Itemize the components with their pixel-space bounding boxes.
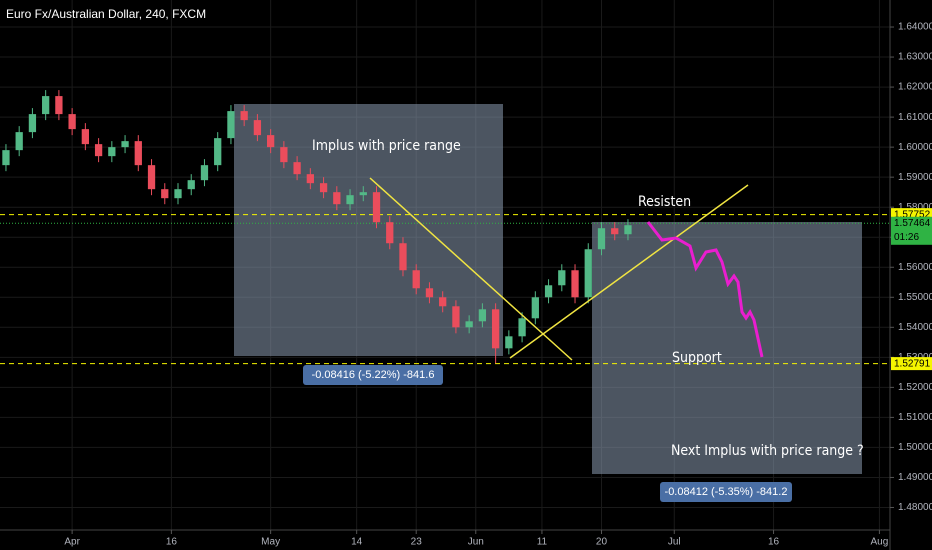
x-tick-label: Apr — [64, 537, 80, 548]
candle-body — [81, 129, 89, 145]
y-tick-label: 1.63000 — [898, 52, 932, 63]
projection-path — [646, 221, 764, 358]
trend-line — [369, 177, 573, 361]
y-tick-label: 1.52000 — [898, 382, 932, 393]
x-tick-label: 11 — [537, 537, 548, 548]
x-tick-label: 16 — [768, 537, 780, 548]
x-tick-label: 20 — [596, 537, 608, 548]
price-label: 1.57752 — [894, 209, 931, 220]
candle-body — [624, 225, 632, 235]
price-label-box — [891, 216, 932, 245]
x-tick-label: Aug — [871, 537, 889, 548]
candle-body — [15, 132, 23, 151]
y-tick-label: 1.58000 — [898, 202, 932, 213]
y-tick-label: 1.48000 — [898, 502, 932, 513]
axes: 1.480001.490001.500001.510001.520001.530… — [64, 22, 932, 548]
candle-body — [399, 243, 407, 271]
candle-body — [478, 309, 487, 322]
y-tick-label: 1.59000 — [898, 172, 932, 183]
candles — [2, 90, 632, 364]
candle-body — [571, 270, 579, 298]
candle-body — [518, 318, 526, 337]
candle-body — [121, 141, 129, 148]
candle-body — [597, 228, 606, 250]
candle-body — [267, 135, 275, 148]
candle-body — [280, 147, 288, 163]
candle-body — [505, 336, 513, 349]
candle-body — [319, 183, 328, 193]
measure-label: -0.08412 (-5.35%) -841.2 — [665, 486, 788, 498]
candle-body — [200, 165, 209, 181]
candle-body — [359, 192, 367, 196]
price-label: 1.57464 — [894, 218, 931, 229]
y-tick-label: 1.54000 — [898, 322, 932, 333]
candle-body — [174, 189, 182, 199]
candle-body — [584, 249, 592, 298]
candle-body — [187, 180, 195, 190]
range-box — [592, 222, 862, 474]
y-tick-label: 1.56000 — [898, 262, 932, 273]
candle-body — [531, 297, 539, 319]
y-tick-label: 1.61000 — [898, 112, 932, 123]
measure-box — [660, 482, 792, 502]
candle-body — [227, 111, 235, 139]
price-label: 1.52791 — [894, 358, 931, 369]
x-tick-label: 14 — [351, 537, 363, 548]
impulse-label: Implus with price range — [312, 138, 461, 154]
candle-body — [147, 165, 156, 190]
support-label: Support — [672, 350, 722, 366]
x-tick-label: 23 — [411, 537, 423, 548]
candle-body — [611, 228, 619, 235]
measure-label: -0.08416 (-5.22%) -841.6 — [312, 369, 435, 381]
candle-body — [333, 192, 341, 205]
candle-body — [372, 192, 381, 223]
y-tick-label: 1.51000 — [898, 412, 932, 423]
candle-body — [94, 144, 103, 157]
x-tick-label: May — [261, 537, 280, 548]
countdown-label: 01:26 — [894, 232, 919, 243]
next-impulse-label: Next Implus with price range ? — [671, 443, 864, 459]
y-tick-label: 1.49000 — [898, 472, 932, 483]
candle-body — [491, 309, 500, 349]
price-label-box — [891, 357, 932, 371]
x-tick-label: Jul — [668, 537, 681, 548]
candle-body — [346, 195, 354, 205]
candle-body — [2, 150, 10, 166]
y-tick-label: 1.64000 — [898, 22, 932, 33]
candle-body — [306, 174, 314, 184]
candle-body — [558, 270, 566, 286]
resistance-label: Resisten — [638, 194, 691, 210]
x-tick-label: Jun — [468, 537, 484, 548]
y-tick-label: 1.60000 — [898, 142, 932, 153]
candle-body — [452, 306, 460, 328]
candle-body — [28, 114, 37, 133]
candle-body — [386, 222, 394, 244]
candle-body — [68, 114, 76, 130]
candle-body — [293, 162, 301, 175]
y-tick-label: 1.50000 — [898, 442, 932, 453]
candle-body — [425, 288, 434, 298]
candle-body — [544, 285, 553, 298]
x-tick-label: 16 — [166, 537, 178, 548]
price-lines — [0, 214, 890, 365]
measure-box — [303, 365, 443, 385]
candle-body — [412, 270, 420, 289]
candle-body — [134, 141, 142, 166]
y-tick-label: 1.62000 — [898, 82, 932, 93]
candle-body — [439, 297, 447, 307]
chart-title: Euro Fx/Australian Dollar, 240, FXCM — [6, 7, 206, 21]
candle-body — [55, 96, 63, 115]
candle-body — [214, 138, 222, 166]
trend-line — [509, 184, 749, 359]
candle-body — [465, 321, 473, 328]
candle-body — [108, 147, 116, 157]
y-tick-label: 1.55000 — [898, 292, 932, 303]
candle-body — [240, 111, 248, 121]
candle-body — [253, 120, 262, 136]
candle-body — [42, 96, 50, 115]
candle-body — [161, 189, 169, 199]
